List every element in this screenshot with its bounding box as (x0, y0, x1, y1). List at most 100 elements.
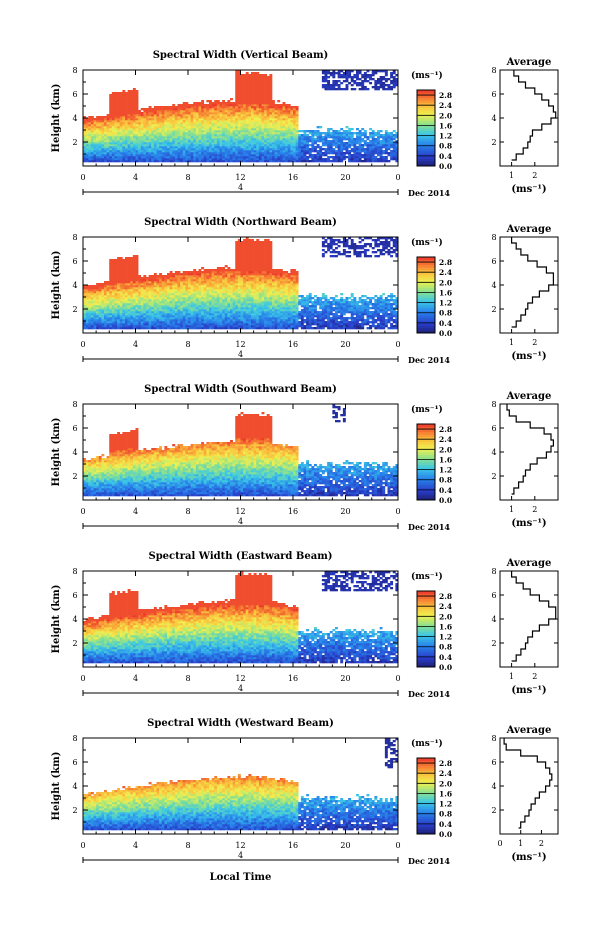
heatmap-cell (183, 122, 186, 124)
heatmap-cell (149, 108, 152, 110)
heatmap-cell (230, 144, 233, 146)
heatmap-cell (122, 146, 125, 148)
heatmap-cell (88, 146, 91, 148)
heatmap-cell (204, 309, 207, 311)
heatmap-cell (117, 108, 120, 110)
heatmap-cell (170, 293, 173, 295)
heatmap-cell (128, 150, 131, 152)
heatmap-cell (293, 110, 296, 112)
heatmap-cell (146, 144, 149, 146)
heatmap-cell (280, 124, 283, 126)
heatmap-cell (122, 102, 125, 104)
heatmap-cell (128, 261, 131, 263)
heatmap-cell (346, 134, 349, 136)
heatmap-cell (136, 267, 139, 269)
heatmap-cell (120, 92, 123, 94)
heatmap-cell (319, 154, 322, 156)
heatmap-cell (217, 273, 220, 275)
heatmap-cell (288, 160, 291, 162)
heatmap-cell (112, 146, 115, 148)
heatmap-cell (133, 259, 136, 261)
heatmap-cell (112, 126, 115, 128)
heatmap-cell (374, 82, 377, 84)
heatmap-cell (374, 156, 377, 158)
heatmap-cell (162, 297, 165, 299)
heatmap-cell (146, 148, 149, 150)
heatmap-cell (104, 138, 107, 140)
heatmap-cell (275, 134, 278, 136)
heatmap-cell (301, 156, 304, 158)
heatmap-cell (317, 126, 320, 128)
heatmap-cell (233, 152, 236, 154)
heatmap-cell (359, 130, 362, 132)
heatmap-cell (136, 118, 139, 120)
heatmap-cell (201, 279, 204, 281)
heatmap-cell (327, 144, 330, 146)
heatmap-cell (293, 106, 296, 108)
heatmap-cell (172, 285, 175, 287)
heatmap-cell (269, 134, 272, 136)
heatmap-cell (128, 299, 131, 301)
heatmap-cell (162, 309, 165, 311)
average-y-tick-label: 6 (491, 90, 496, 99)
heatmap-cell (167, 132, 170, 134)
heatmap-cell (141, 313, 144, 315)
heatmap-cell (117, 281, 120, 283)
heatmap-cell (217, 110, 220, 112)
heatmap-cell (151, 132, 154, 134)
heatmap-cell (178, 295, 181, 297)
heatmap-cell (178, 158, 181, 160)
heatmap-cells (83, 237, 398, 329)
heatmap-cell (311, 154, 314, 156)
heatmap-cell (104, 323, 107, 325)
heatmap-cell (183, 273, 186, 275)
heatmap-cell (133, 257, 136, 259)
heatmap-cell (269, 90, 272, 92)
heatmap-cell (99, 124, 102, 126)
heatmap-cell (172, 140, 175, 142)
heatmap-cell (264, 118, 267, 120)
heatmap-cell (212, 106, 215, 108)
heatmap-cell (220, 138, 223, 140)
heatmap-cell (206, 154, 209, 156)
heatmap-cell (162, 150, 165, 152)
heatmap-cell (220, 319, 223, 321)
heatmap-cell (130, 112, 133, 114)
heatmap-cell (183, 281, 186, 283)
heatmap-cell (367, 136, 370, 138)
heatmap-cell (117, 152, 120, 154)
heatmap-cell (157, 309, 160, 311)
heatmap-cell (267, 118, 270, 120)
heatmap-cell (227, 112, 230, 114)
heatmap-cell (122, 287, 125, 289)
heatmap-cell (196, 297, 199, 299)
heatmap-cell (120, 289, 123, 291)
heatmap-cell (141, 323, 144, 325)
heatmap-cell (133, 150, 136, 152)
heatmap-cell (222, 148, 225, 150)
heatmap-cell (262, 102, 265, 104)
heatmap-cell (369, 154, 372, 156)
heatmap-cell (162, 110, 165, 112)
heatmap-cell (254, 96, 257, 98)
heatmap-cell (96, 142, 99, 144)
heatmap-cell (172, 154, 175, 156)
heatmap-cell (193, 122, 196, 124)
heatmap-cell (130, 271, 133, 273)
heatmap-cell (204, 323, 207, 325)
heatmap-cell (167, 325, 170, 327)
heatmap-cell (88, 122, 91, 124)
heatmap-cell (330, 142, 333, 144)
heatmap-cell (159, 317, 162, 319)
heatmap-cell (196, 112, 199, 114)
heatmap-cell (214, 160, 217, 162)
heatmap-cell (280, 132, 283, 134)
heatmap-cell (259, 112, 262, 114)
heatmap-cell (369, 76, 372, 78)
heatmap-cell (180, 291, 183, 293)
heatmap-cell (120, 140, 123, 142)
heatmap-cell (199, 152, 202, 154)
heatmap-cell (288, 118, 291, 120)
heatmap-cell (178, 110, 181, 112)
heatmap-cell (364, 80, 367, 82)
